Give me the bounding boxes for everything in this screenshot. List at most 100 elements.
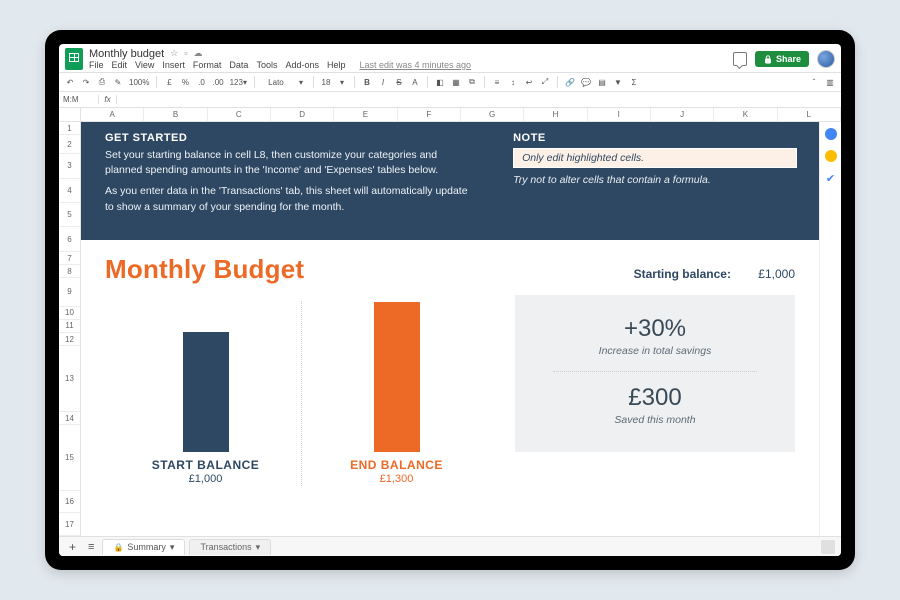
row-5[interactable]: 5	[59, 203, 80, 227]
fill-color-icon[interactable]: ◧	[435, 78, 445, 87]
currency-icon[interactable]: £	[164, 78, 174, 87]
get-started-p1: Set your starting balance in cell L8, th…	[105, 148, 475, 178]
col-A[interactable]: A	[81, 108, 144, 121]
functions-icon[interactable]: Σ	[629, 78, 639, 87]
paint-format-icon[interactable]: ✎	[113, 78, 123, 87]
share-button[interactable]: Share	[755, 51, 809, 67]
row-3[interactable]: 3	[59, 154, 80, 178]
all-sheets-button[interactable]: ≡	[84, 541, 98, 553]
toolbar-collapse-icon[interactable]: ˆ	[809, 78, 819, 87]
bar-end-value: £1,300	[380, 473, 414, 485]
formula-bar: M:M fx	[59, 92, 841, 108]
col-H[interactable]: H	[524, 108, 587, 121]
cloud-icon[interactable]: ☁	[194, 49, 203, 59]
row-9[interactable]: 9	[59, 278, 80, 306]
move-icon[interactable]: ▫	[184, 49, 187, 59]
font-select[interactable]: Lato	[262, 78, 290, 87]
row-headers: 1234567891011121314151617	[59, 122, 81, 536]
last-edit-link[interactable]: Last edit was 4 minutes ago	[360, 61, 472, 71]
row-15[interactable]: 15	[59, 425, 80, 491]
text-color-icon[interactable]: A	[410, 78, 420, 87]
increase-decimal-icon[interactable]: .00	[212, 78, 223, 87]
starting-balance-value[interactable]: £1,000	[758, 267, 795, 281]
bold-icon[interactable]: B	[362, 78, 372, 87]
undo-icon[interactable]: ↶	[65, 78, 75, 87]
strike-icon[interactable]: S	[394, 78, 404, 87]
italic-icon[interactable]: I	[378, 78, 388, 87]
menu-file[interactable]: File	[89, 61, 104, 71]
chart-icon[interactable]: ▤	[597, 78, 607, 87]
get-started-title: GET STARTED	[105, 132, 489, 144]
col-J[interactable]: J	[651, 108, 714, 121]
rotate-icon[interactable]: ⤢	[540, 77, 550, 87]
redo-icon[interactable]: ↷	[81, 78, 91, 87]
col-B[interactable]: B	[144, 108, 207, 121]
menu-format[interactable]: Format	[193, 61, 222, 71]
comments-icon[interactable]	[733, 52, 747, 66]
row-4[interactable]: 4	[59, 179, 80, 203]
font-size[interactable]: 18	[321, 78, 331, 87]
account-avatar[interactable]	[817, 50, 835, 68]
add-sheet-button[interactable]: +	[65, 540, 80, 554]
col-E[interactable]: E	[334, 108, 397, 121]
row-14[interactable]: 14	[59, 412, 80, 425]
share-label: Share	[776, 54, 801, 64]
row-1[interactable]: 1	[59, 122, 80, 135]
sheets-logo-icon[interactable]	[65, 48, 83, 70]
side-panel-toggle-icon[interactable]: ▥	[825, 78, 835, 87]
link-icon[interactable]: 🔗	[565, 78, 575, 87]
star-icon[interactable]: ☆	[170, 49, 178, 59]
row-16[interactable]: 16	[59, 491, 80, 514]
zoom-select[interactable]: 100%	[129, 78, 149, 87]
filter-icon[interactable]: ▼	[613, 78, 623, 87]
decrease-decimal-icon[interactable]: .0	[196, 78, 206, 87]
note-title: NOTE	[513, 132, 797, 144]
row-13[interactable]: 13	[59, 346, 80, 412]
row-17[interactable]: 17	[59, 513, 80, 536]
tasks-icon[interactable]: ✔	[826, 172, 835, 185]
col-I[interactable]: I	[588, 108, 651, 121]
stat-percent-label: Increase in total savings	[599, 345, 712, 357]
row-11[interactable]: 11	[59, 320, 80, 333]
wrap-icon[interactable]: ↩	[524, 78, 534, 87]
menu-help[interactable]: Help	[327, 61, 346, 71]
menu-addons[interactable]: Add-ons	[285, 61, 319, 71]
doc-title[interactable]: Monthly budget	[89, 48, 164, 60]
menu-data[interactable]: Data	[229, 61, 248, 71]
col-C[interactable]: C	[208, 108, 271, 121]
format-icon[interactable]: 123▾	[230, 78, 247, 87]
menu-insert[interactable]: Insert	[162, 61, 185, 71]
tab-summary[interactable]: 🔒 Summary ▾	[102, 539, 185, 555]
keep-icon[interactable]	[825, 150, 837, 162]
sheet-canvas[interactable]: GET STARTED Set your starting balance in…	[81, 122, 819, 536]
note-editcell[interactable]: Only edit highlighted cells.	[513, 148, 797, 168]
explore-button[interactable]	[821, 540, 835, 554]
menu-view[interactable]: View	[135, 61, 154, 71]
col-L[interactable]: L	[778, 108, 841, 121]
comment-icon[interactable]: 💬	[581, 78, 591, 87]
merge-icon[interactable]: ⧉	[467, 77, 477, 87]
menu-edit[interactable]: Edit	[112, 61, 128, 71]
borders-icon[interactable]: ▦	[451, 78, 461, 87]
row-12[interactable]: 12	[59, 333, 80, 346]
col-D[interactable]: D	[271, 108, 334, 121]
bar-start-label: START BALANCE	[152, 458, 260, 472]
calendar-icon[interactable]	[825, 128, 837, 140]
percent-icon[interactable]: %	[180, 78, 190, 87]
menu-tools[interactable]: Tools	[256, 61, 277, 71]
col-G[interactable]: G	[461, 108, 524, 121]
stat-amount: £300	[628, 384, 681, 412]
col-K[interactable]: K	[714, 108, 777, 121]
select-all-corner[interactable]	[59, 108, 81, 121]
print-icon[interactable]: ⎙	[97, 77, 107, 87]
row-7[interactable]: 7	[59, 252, 80, 265]
name-box[interactable]: M:M	[59, 95, 99, 104]
col-F[interactable]: F	[398, 108, 461, 121]
halign-icon[interactable]: ≡	[492, 78, 502, 87]
row-8[interactable]: 8	[59, 265, 80, 278]
valign-icon[interactable]: ↕	[508, 78, 518, 87]
tab-transactions[interactable]: Transactions ▾	[189, 539, 271, 555]
row-2[interactable]: 2	[59, 135, 80, 154]
row-10[interactable]: 10	[59, 307, 80, 320]
row-6[interactable]: 6	[59, 227, 80, 251]
